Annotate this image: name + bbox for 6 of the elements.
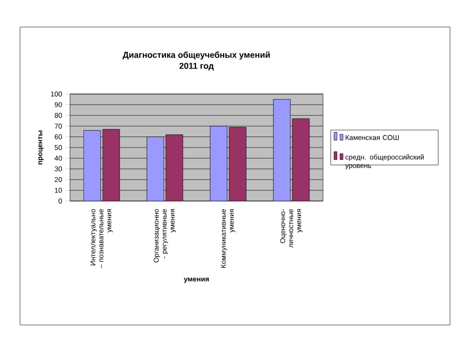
chart-subtitle: 2011 год: [179, 62, 214, 70]
bar: [292, 118, 310, 202]
bar: [228, 126, 246, 202]
bar: [102, 129, 120, 202]
chart-title: Диагностика общеучебных умений: [122, 51, 270, 60]
bar: [166, 134, 184, 202]
